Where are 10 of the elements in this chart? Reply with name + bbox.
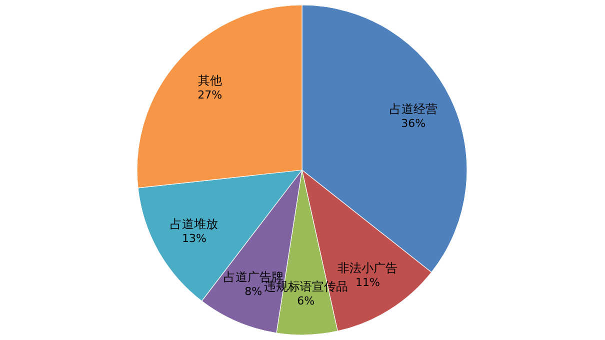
data-label: 11% xyxy=(355,276,380,289)
data-label: 27% xyxy=(198,88,222,102)
data-label: 8% xyxy=(244,284,262,298)
data-label: 13% xyxy=(182,232,206,245)
data-label: 36% xyxy=(401,117,426,130)
data-label: 6% xyxy=(297,294,315,308)
slice-label: 占道堆放 xyxy=(170,216,218,231)
slice-label: 占道经营 xyxy=(389,102,438,116)
slice-label: 非法小广告 xyxy=(338,260,398,275)
slice-label: 其他 xyxy=(198,73,222,88)
